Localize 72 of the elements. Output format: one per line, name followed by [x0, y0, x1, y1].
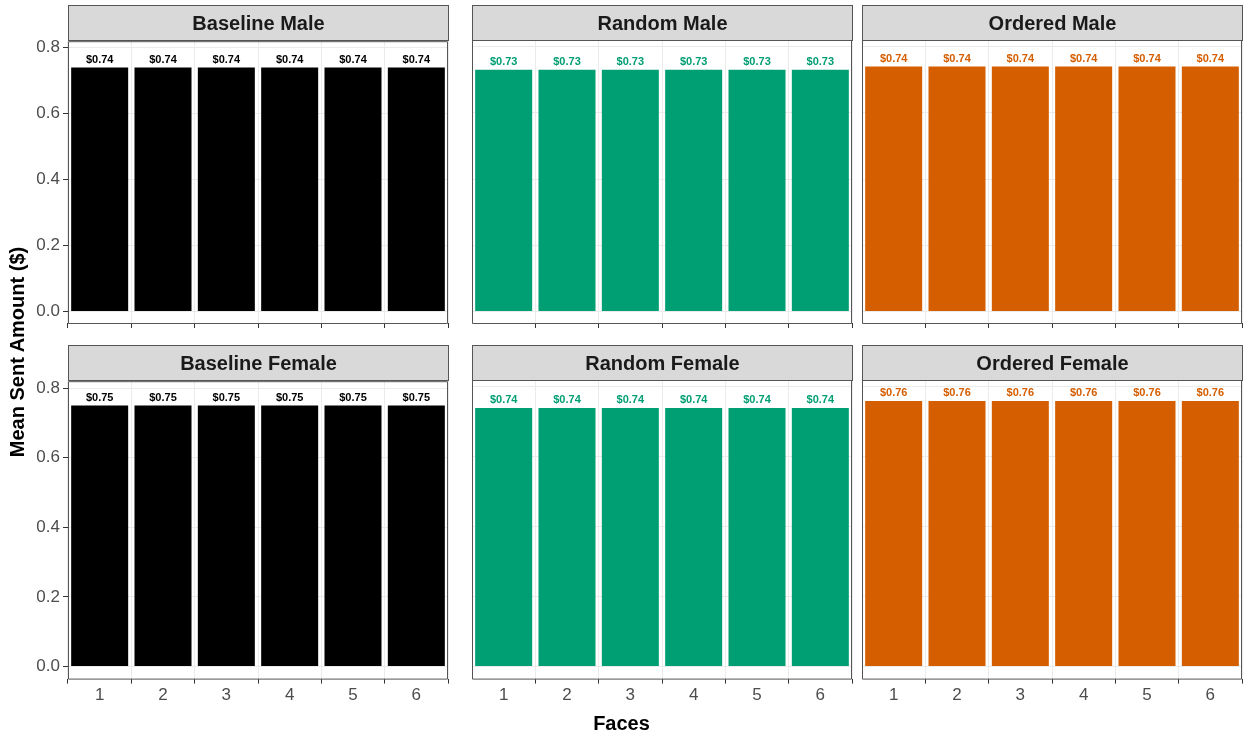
data-label: $0.73: [743, 55, 771, 68]
data-label: $0.75: [339, 391, 367, 404]
y-tick-label: 0.4: [36, 169, 60, 189]
data-label: $0.75: [212, 391, 241, 404]
y-tick-label: 0.4: [36, 516, 60, 536]
x-tick-label: 6: [1205, 685, 1216, 705]
data-label: $0.74: [275, 53, 305, 66]
x-tick-label: 5: [752, 685, 762, 705]
y-tick-label: 0.6: [36, 103, 60, 123]
data-label: $0.74: [402, 53, 431, 66]
data-label: $0.74: [212, 53, 241, 66]
chart-title: Random Male: [472, 5, 853, 41]
data-label: $0.76: [1006, 386, 1035, 399]
y-tick-label: 0.8: [36, 377, 60, 397]
data-label: $0.73: [489, 55, 518, 68]
data-label: $0.73: [616, 55, 645, 68]
x-tick-label: 6: [411, 685, 422, 705]
data-label: $0.75: [402, 391, 431, 404]
x-tick-label: 4: [1078, 685, 1089, 705]
x-tick-label: 3: [625, 685, 636, 705]
data-label: $0.75: [85, 391, 114, 404]
data-label: $0.74: [1069, 52, 1099, 65]
chart-title: Ordered Male: [862, 5, 1243, 41]
x-axis-title: Faces: [592, 711, 651, 735]
chart-title: Baseline Male: [68, 5, 449, 41]
data-label: $0.73: [553, 55, 581, 68]
y-tick-label: 0.2: [36, 586, 60, 606]
data-label: $0.76: [1133, 386, 1161, 399]
data-label: $0.73: [806, 55, 835, 68]
y-tick-label: 0.0: [36, 301, 60, 321]
x-tick-label: 4: [688, 685, 699, 705]
data-label: $0.75: [275, 391, 304, 404]
data-label: $0.76: [879, 386, 908, 399]
x-tick-label: 1: [498, 685, 509, 705]
x-tick-label: 1: [888, 685, 899, 705]
x-tick-label: 2: [562, 685, 572, 705]
y-tick-label: 0.8: [36, 37, 60, 57]
x-tick-label: 2: [158, 685, 168, 705]
data-label: $0.74: [1196, 52, 1225, 65]
data-label: $0.74: [339, 53, 368, 66]
chart-title: Random Female: [472, 345, 853, 381]
x-tick-label: 3: [1015, 685, 1026, 705]
data-label: $0.74: [616, 393, 645, 406]
data-label: $0.74: [553, 393, 582, 406]
x-tick-label: 5: [348, 685, 358, 705]
x-tick-label: 6: [815, 685, 826, 705]
data-label: $0.76: [943, 386, 971, 399]
data-label: $0.76: [1069, 386, 1098, 399]
x-tick-label: 5: [1142, 685, 1152, 705]
data-label: $0.74: [943, 52, 972, 65]
data-label: $0.74: [743, 393, 772, 406]
chart-title: Ordered Female: [862, 345, 1243, 381]
data-label: $0.74: [879, 52, 909, 65]
data-label: $0.75: [149, 391, 177, 404]
y-axis-title: Mean Sent Amount ($): [5, 245, 29, 460]
x-tick-label: 2: [952, 685, 962, 705]
data-label: $0.74: [489, 393, 519, 406]
data-label: $0.76: [1196, 386, 1225, 399]
x-tick-label: 1: [94, 685, 105, 705]
data-label: $0.74: [1006, 52, 1035, 65]
y-tick-label: 0.2: [36, 235, 60, 255]
data-label: $0.74: [1133, 52, 1162, 65]
y-tick-label: 0.0: [36, 656, 60, 676]
data-label: $0.74: [806, 393, 835, 406]
x-tick-label: 3: [221, 685, 232, 705]
y-tick-label: 0.6: [36, 447, 60, 467]
x-tick-label: 4: [284, 685, 295, 705]
data-label: $0.74: [85, 53, 115, 66]
data-label: $0.73: [679, 55, 708, 68]
data-label: $0.74: [149, 53, 178, 66]
chart-title: Baseline Female: [68, 345, 449, 381]
data-label: $0.74: [679, 393, 709, 406]
